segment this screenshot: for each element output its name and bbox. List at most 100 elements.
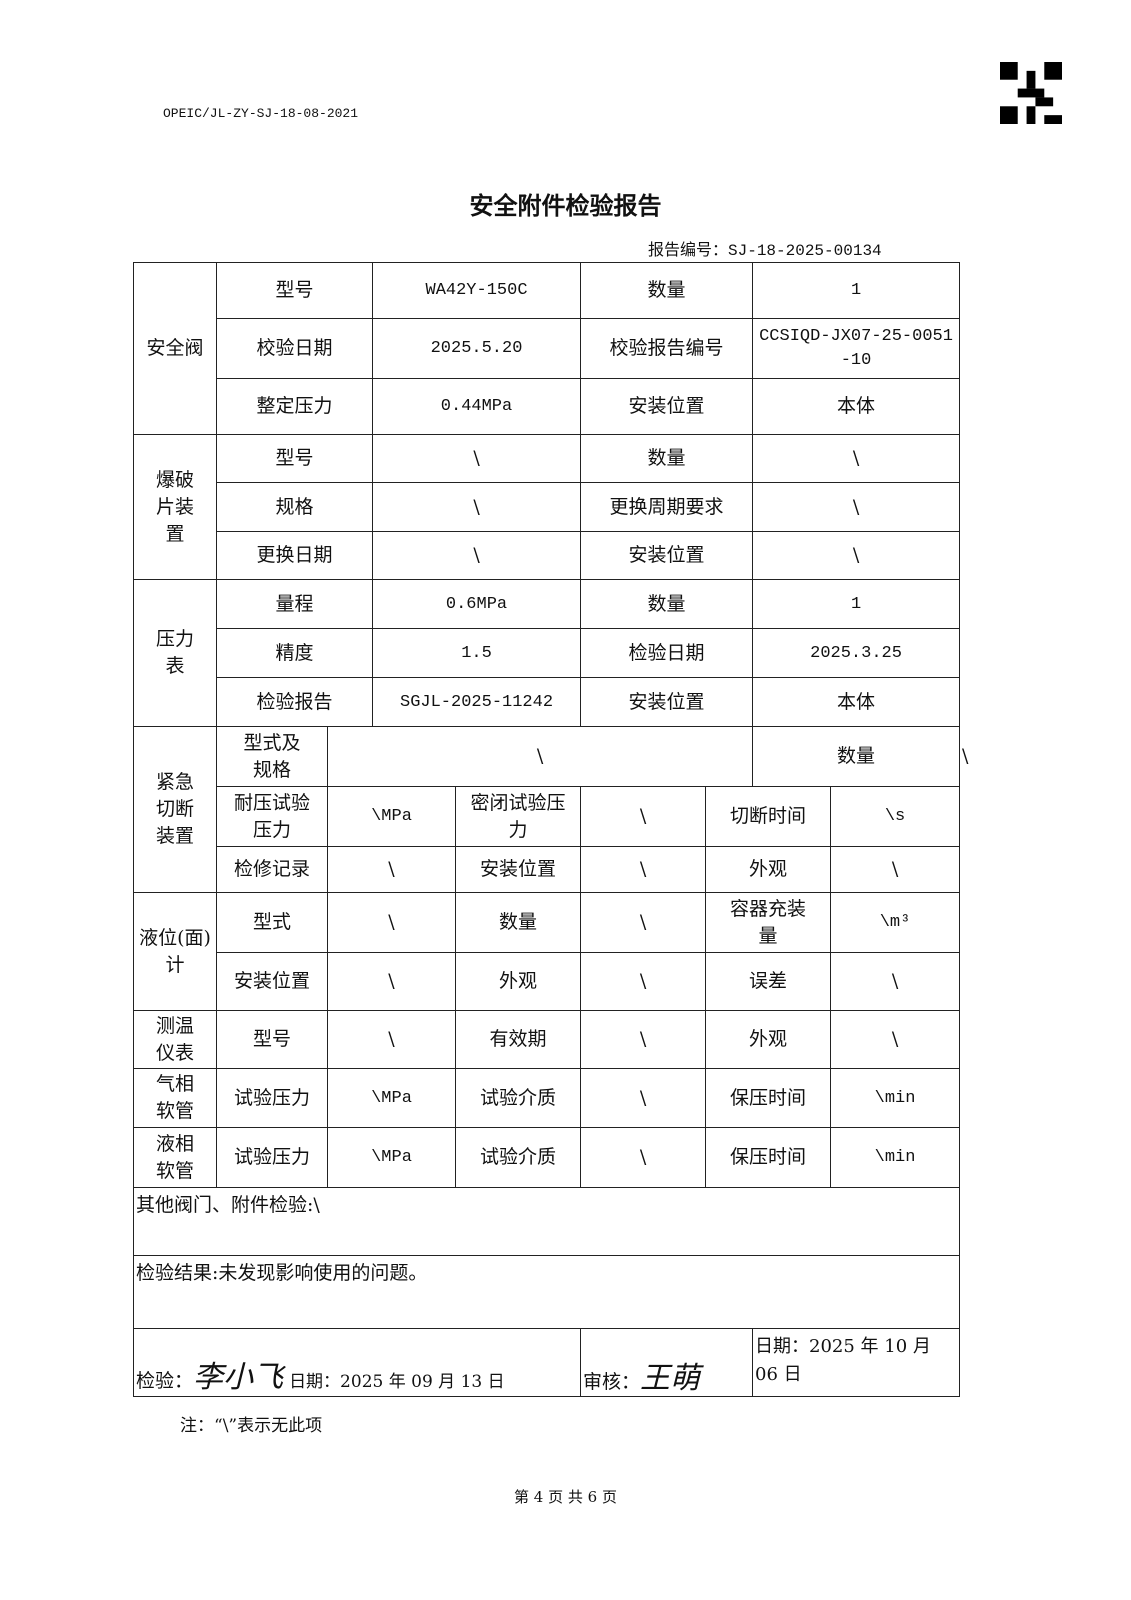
other-valves: 其他阀门、附件检验:\ [132, 1187, 961, 1256]
value: \ [580, 892, 707, 953]
label: 误差 [705, 952, 832, 1011]
report-number-label: 报告编号： [648, 240, 729, 259]
section-emergency-shutoff: 紧急切断装置 [133, 726, 217, 893]
label: 校验报告编号 [580, 318, 754, 379]
inspect-date: 日期：2025 年 09 月 13 日 [289, 1372, 505, 1392]
reviewer-cell: 审核：王萌 [580, 1328, 754, 1397]
label: 更换日期 [215, 531, 374, 580]
value: \min [830, 1127, 961, 1188]
value: 1.5 [372, 628, 582, 678]
value: 1 [752, 579, 961, 629]
value: \ [580, 786, 707, 847]
section-level-gauge: 液位(面)计 [133, 892, 217, 1011]
label: 型号 [215, 262, 374, 319]
value: \MPa [326, 1127, 457, 1188]
label: 保压时间 [705, 1068, 832, 1128]
qr-code-icon [1000, 62, 1062, 124]
value: \ [580, 952, 707, 1011]
reviewer-signature: 王萌 [640, 1361, 701, 1396]
label: 检修记录 [216, 846, 328, 893]
section-liquid-hose: 液相软管 [133, 1127, 217, 1188]
label: 安装位置 [580, 677, 754, 727]
value: \ [580, 846, 707, 893]
label: 更换周期要求 [580, 482, 754, 532]
report-number-value: SJ-18-2025-00134 [728, 242, 882, 260]
label: 检验报告 [215, 677, 374, 727]
value: 1 [752, 262, 961, 319]
label: 型号 [216, 1010, 328, 1069]
label: 外观 [705, 1010, 832, 1069]
label: 精度 [215, 628, 374, 678]
label: 外观 [705, 846, 832, 893]
page-title: 安全附件检验报告 [469, 191, 662, 220]
label: 试验压力 [216, 1068, 328, 1128]
value: 本体 [752, 378, 961, 435]
value: \ [580, 1127, 707, 1188]
footnote: 注：“\”表示无此项 [180, 1416, 323, 1436]
label: 安装位置 [580, 378, 754, 435]
label: 校验日期 [215, 318, 374, 379]
section-safety-valve: 安全阀 [133, 262, 217, 435]
label: 试验介质 [455, 1068, 582, 1128]
value: 2025.3.25 [752, 628, 961, 678]
section-thermometer: 测温仪表 [133, 1010, 217, 1069]
label: 数量 [580, 262, 754, 319]
value: \ [326, 892, 457, 953]
label: 试验介质 [455, 1127, 582, 1188]
value: \min [830, 1068, 961, 1128]
value: \s [830, 786, 961, 847]
value: \ [752, 482, 961, 532]
value: \ [830, 1010, 961, 1069]
label: 数量 [752, 726, 961, 787]
value: \ [326, 1010, 457, 1069]
value: \MPa [326, 786, 457, 847]
value: 本体 [752, 677, 961, 727]
label: 数量 [580, 579, 754, 629]
value: \ [752, 434, 961, 483]
label: 量程 [215, 579, 374, 629]
label: 试验压力 [216, 1127, 328, 1188]
value: \ [830, 846, 961, 893]
value: \ [326, 952, 457, 1011]
label: 型式 [216, 892, 328, 953]
value: \ [372, 434, 582, 483]
section-gas-hose: 气相软管 [133, 1068, 217, 1128]
label: 切断时间 [705, 786, 832, 847]
label: 数量 [580, 434, 754, 483]
value: \MPa [326, 1068, 457, 1128]
review-date: 日期：2025 年 10 月 06 日 [752, 1328, 961, 1397]
label: 外观 [455, 952, 582, 1011]
report-number: 报告编号：SJ-18-2025-00134 [648, 236, 882, 260]
value: \ [372, 531, 582, 580]
value: \ [580, 1010, 707, 1069]
value: \ [326, 846, 457, 893]
inspection-table: 安全阀 型号 WA42Y-150C 数量 1 校验日期 2025.5.20 校验报告编号 C… [132, 262, 968, 1397]
value: 2025.5.20 [372, 318, 582, 379]
label: 容器充装量 [705, 892, 832, 953]
label: 耐压试验压力 [216, 786, 328, 847]
value: \ [326, 726, 754, 787]
label: 规格 [215, 482, 374, 532]
label: 安装位置 [580, 531, 754, 580]
inspector-cell: 检验：李小飞 日期：2025 年 09 月 13 日 [132, 1328, 582, 1397]
reviewer-label: 审核： [583, 1371, 641, 1393]
section-burst-disc: 爆破片装置 [133, 434, 217, 580]
label: 有效期 [455, 1010, 582, 1069]
label: 安装位置 [455, 846, 582, 893]
form-code: OPEIC/JL-ZY-SJ-18-08-2021 [163, 106, 359, 121]
label: 整定压力 [215, 378, 374, 435]
label: 检验日期 [580, 628, 754, 678]
page-number: 第 4 页 共 6 页 [514, 1488, 617, 1506]
value: 0.6MPa [372, 579, 582, 629]
value: \ [752, 531, 961, 580]
label: 型式及规格 [216, 726, 328, 787]
label: 保压时间 [705, 1127, 832, 1188]
inspection-result: 检验结果:未发现影响使用的问题。 [132, 1255, 961, 1329]
value: WA42Y-150C [372, 262, 582, 319]
section-pressure-gauge: 压力表 [133, 579, 217, 727]
inspector-label: 检验： [136, 1370, 194, 1392]
label: 安装位置 [216, 952, 328, 1011]
label: 数量 [455, 892, 582, 953]
value: \ [372, 482, 582, 532]
